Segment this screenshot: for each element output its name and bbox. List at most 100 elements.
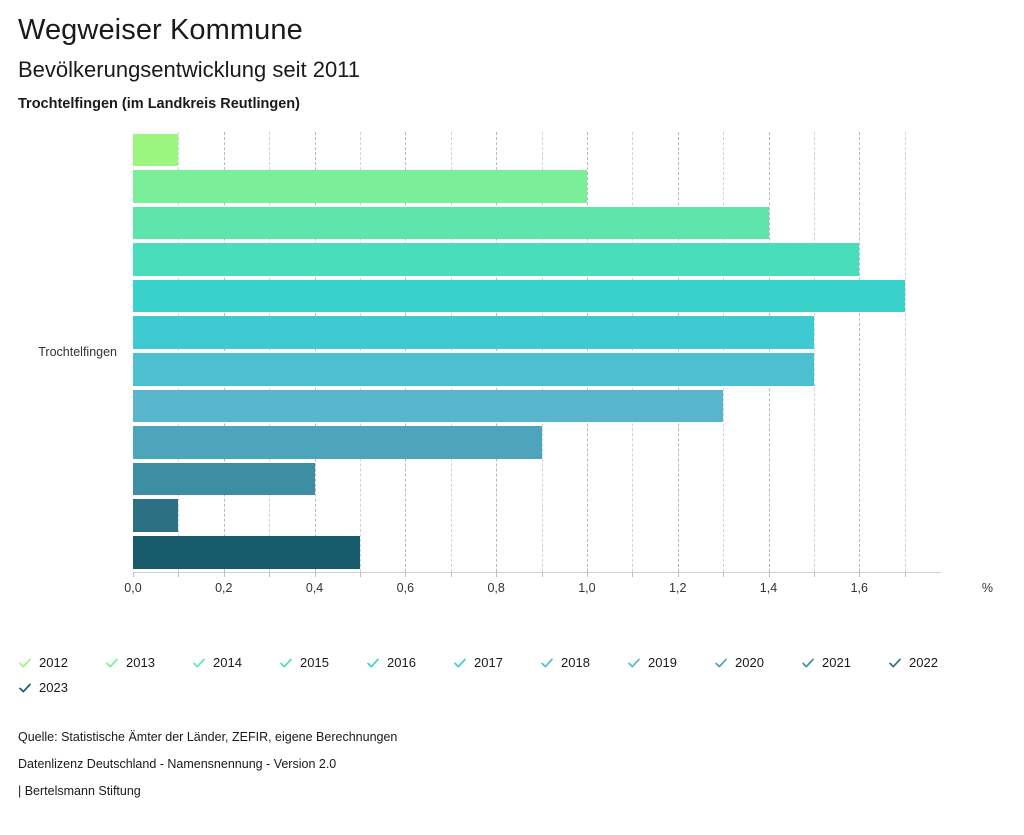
check-icon [888, 656, 902, 670]
x-axis-tick-label: 0,0 [124, 580, 142, 595]
bar-row [133, 241, 941, 278]
x-axis-tick [223, 571, 225, 577]
legend-item-label: 2023 [39, 680, 68, 695]
check-icon [453, 656, 467, 670]
bar-2018[interactable] [133, 353, 814, 386]
legend-item-label: 2015 [300, 655, 329, 670]
x-axis-tick [904, 571, 906, 577]
legend-item-2017[interactable]: 2017 [453, 655, 540, 670]
bar-2012[interactable] [133, 133, 179, 167]
check-icon [279, 656, 293, 670]
page-title: Wegweiser Kommune [18, 14, 303, 46]
bar-chart: Trochtelfingen % 0,0 0,2 0,4 0,6 0,8 1,0 1,2 1,… [0, 131, 1024, 602]
x-axis-tick-label: 1,2 [669, 580, 687, 595]
bar-2020[interactable] [133, 426, 542, 459]
bar-row [133, 168, 941, 205]
legend-item-label: 2013 [126, 655, 155, 670]
legend-item-2019[interactable]: 2019 [627, 655, 714, 670]
x-axis-unit-label: % [981, 580, 993, 595]
source-text: Quelle: Statistische Ämter der Länder, Z… [18, 730, 398, 744]
region-label: Trochtelfingen (im Landkreis Reutlingen) [18, 96, 300, 112]
legend-item-label: 2017 [474, 655, 503, 670]
legend-item-2015[interactable]: 2015 [279, 655, 366, 670]
bar-2022[interactable] [133, 499, 179, 533]
legend-item-2013[interactable]: 2013 [105, 655, 192, 670]
x-axis-ticks: % 0,0 0,2 0,4 0,6 0,8 1,0 1,2 1,4 1,6 [124, 571, 993, 602]
legend-item-2020[interactable]: 2020 [714, 655, 801, 670]
bar-2016[interactable] [133, 279, 905, 313]
bar-series-group [133, 132, 941, 572]
legend-item-2012[interactable]: 2012 [18, 655, 105, 670]
plot-area [133, 131, 941, 572]
legend-item-label: 2016 [387, 655, 416, 670]
x-axis-tick [677, 571, 679, 577]
check-icon [18, 656, 32, 670]
check-icon [18, 681, 32, 695]
bar-2017[interactable] [133, 316, 814, 350]
legend-item-label: 2014 [213, 655, 242, 670]
legend-item-2021[interactable]: 2021 [801, 655, 888, 670]
x-axis-tick-label: 1,4 [759, 580, 778, 595]
x-axis-tick [133, 571, 134, 577]
bar-row [133, 461, 941, 498]
bar-2013[interactable] [133, 170, 587, 203]
bar-2014[interactable] [133, 206, 769, 240]
x-axis-tick [178, 571, 180, 577]
chart-footer: Quelle: Statistische Ämter der Länder, Z… [18, 730, 398, 798]
chart-legend: 2012 2013 2014 2015 2016 2017 2018 2019 2020 2021… [18, 655, 993, 695]
check-icon [714, 656, 728, 670]
x-axis-tick [450, 571, 452, 577]
bar-row [133, 278, 941, 315]
bar-2019[interactable] [133, 389, 724, 423]
x-axis-tick-label: 0,8 [487, 580, 505, 595]
publisher-text: | Bertelsmann Stiftung [18, 783, 141, 798]
bar-row [133, 534, 941, 571]
x-axis-tick [632, 571, 634, 577]
x-axis-tick [813, 571, 815, 577]
x-axis-tick [723, 571, 725, 577]
legend-item-2022[interactable]: 2022 [888, 655, 975, 670]
bar-row [133, 132, 941, 169]
x-axis-line [133, 571, 941, 573]
check-icon [105, 656, 119, 670]
bar-2023[interactable] [133, 536, 360, 569]
legend-item-label: 2012 [39, 655, 68, 670]
x-axis-tick-label: 0,2 [215, 580, 233, 595]
bar-2015[interactable] [133, 243, 860, 276]
x-axis-tick [314, 571, 316, 577]
x-axis-tick [405, 571, 407, 577]
legend-item-label: 2018 [561, 655, 590, 670]
check-icon [801, 656, 815, 670]
legend-item-2023[interactable]: 2023 [18, 680, 105, 695]
legend-item-2014[interactable]: 2014 [192, 655, 279, 670]
bar-row [133, 497, 941, 534]
chart-subtitle: Bevölkerungsentwicklung seit 2011 [18, 57, 361, 82]
x-axis-tick [496, 571, 498, 577]
x-axis-tick-label: 0,4 [305, 580, 324, 595]
check-icon [366, 656, 380, 670]
legend-item-2016[interactable]: 2016 [366, 655, 453, 670]
bar-row [133, 388, 941, 425]
bar-row [133, 424, 941, 461]
license-text: Datenlizenz Deutschland - Namensnennung … [18, 756, 337, 771]
x-axis-tick [586, 571, 588, 577]
chart-header: Wegweiser Kommune Bevölkerungsentwicklun… [0, 0, 1024, 112]
x-axis-tick-label: 1,0 [578, 580, 596, 595]
legend-item-2018[interactable]: 2018 [540, 655, 627, 670]
legend-item-label: 2022 [909, 655, 938, 670]
legend-item-label: 2021 [822, 655, 851, 670]
x-axis-tick-label: 1,6 [850, 580, 868, 595]
x-axis-tick-label: 0,6 [396, 580, 415, 595]
x-axis-tick [359, 571, 361, 577]
bar-row [133, 351, 941, 388]
bar-2021[interactable] [133, 462, 315, 496]
bar-row [133, 314, 941, 351]
legend-item-label: 2019 [648, 655, 677, 670]
x-axis-tick [541, 571, 543, 577]
y-axis-category-text: Trochtelfingen [38, 344, 117, 359]
check-icon [540, 656, 554, 670]
check-icon [627, 656, 641, 670]
x-axis-tick [768, 571, 770, 577]
check-icon [192, 656, 206, 670]
x-axis-tick [859, 571, 861, 577]
